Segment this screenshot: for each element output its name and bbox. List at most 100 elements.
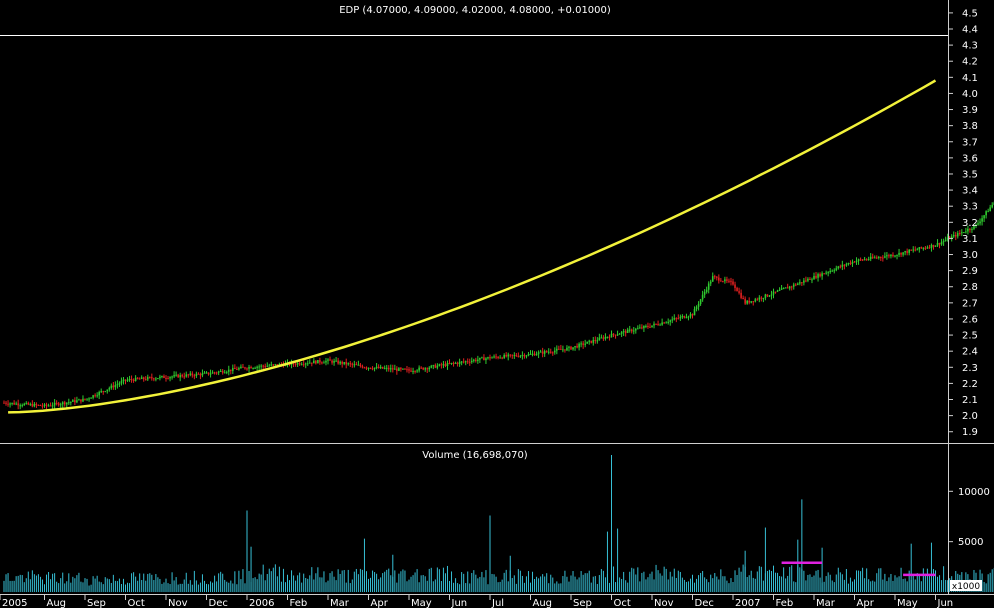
candle-body	[236, 368, 238, 370]
candle-body	[584, 343, 586, 345]
candle-body	[926, 247, 929, 249]
candle-body	[890, 254, 892, 257]
candle-body	[404, 368, 406, 370]
x-tick-label: 2005	[2, 598, 27, 608]
candle-body	[726, 279, 728, 281]
candle-body	[950, 236, 953, 240]
candle-body	[458, 361, 461, 364]
candle-body	[209, 373, 212, 375]
candle-body	[756, 299, 759, 301]
candle-body	[385, 367, 388, 369]
candle-body	[35, 403, 38, 405]
candle-body	[238, 368, 240, 370]
candle-body	[643, 326, 645, 329]
candle-body	[754, 299, 757, 302]
candle-body	[90, 397, 92, 399]
candle-body	[900, 252, 902, 255]
candle-body	[693, 309, 696, 316]
candle-body	[651, 325, 653, 328]
candle-body	[543, 351, 546, 354]
candle-body	[80, 399, 82, 402]
candle-body	[400, 368, 402, 370]
price-y-tick-label: 2.5	[962, 331, 978, 342]
candle-body	[509, 354, 512, 356]
candle-body	[645, 326, 647, 328]
candle-body	[647, 326, 649, 328]
candle-body	[223, 372, 226, 374]
candle-body	[98, 391, 100, 396]
price-candles	[3, 201, 994, 410]
candle-body	[661, 322, 663, 325]
candle-body	[333, 360, 335, 363]
candle-body	[855, 260, 858, 263]
candle-body	[33, 403, 36, 407]
price-y-tick-label: 3.8	[962, 121, 978, 132]
candle-body	[436, 365, 439, 368]
x-tick-label: May	[897, 598, 918, 608]
candle-body	[703, 291, 706, 295]
candle-body	[363, 367, 366, 369]
candle-body	[351, 363, 354, 365]
volume-averages	[781, 561, 936, 577]
candle-body	[639, 327, 641, 329]
candle-body	[319, 360, 321, 363]
candle-body	[705, 289, 708, 292]
candle-body	[418, 367, 420, 371]
candle-body	[985, 211, 987, 216]
candle-body	[711, 276, 714, 282]
candle-body	[558, 348, 560, 350]
candle-body	[55, 402, 58, 404]
candle-body	[635, 328, 637, 331]
candle-body	[306, 363, 309, 365]
candle-body	[622, 331, 625, 333]
candle-body	[31, 403, 34, 407]
candle-body	[956, 233, 959, 237]
candle-body	[41, 405, 44, 407]
candle-body	[574, 346, 576, 348]
candle-body	[752, 301, 755, 303]
candle-body	[343, 361, 345, 364]
candle-body	[369, 367, 372, 369]
candle-body	[7, 403, 9, 405]
candle-body	[175, 374, 177, 376]
candle-body	[989, 207, 991, 212]
candle-body	[691, 314, 694, 316]
candle-body	[934, 245, 937, 247]
candle-body	[207, 372, 210, 375]
candle-body	[924, 247, 927, 249]
candle-body	[159, 376, 161, 379]
candle-body	[367, 367, 370, 369]
candle-body	[78, 399, 80, 401]
x-tick-label: Jun	[937, 598, 954, 608]
candle-body	[952, 234, 955, 237]
candle-body	[835, 268, 838, 271]
candle-body	[23, 403, 26, 406]
candle-body	[709, 281, 712, 284]
candle-body	[276, 364, 279, 366]
candle-body	[782, 288, 785, 290]
candle-body	[734, 284, 736, 288]
candle-body	[780, 288, 783, 290]
scale-label-box	[950, 580, 982, 591]
candle-body	[205, 372, 208, 374]
candle-body	[685, 317, 688, 319]
candle-body	[576, 346, 578, 348]
candle-body	[195, 373, 198, 376]
candle-body	[201, 373, 204, 376]
candle-body	[531, 353, 534, 355]
candle-body	[843, 264, 846, 266]
candle-body	[365, 367, 368, 369]
candle-body	[628, 329, 631, 331]
candle-body	[499, 357, 501, 359]
x-tick-label: Jul	[491, 598, 504, 608]
candle-body	[884, 256, 886, 258]
candle-body	[991, 204, 993, 208]
candle-body	[173, 375, 175, 377]
trend-line[interactable]	[8, 79, 937, 414]
candle-body	[181, 375, 183, 377]
candle-body	[517, 356, 520, 358]
candle-body	[831, 270, 834, 272]
candle-body	[477, 359, 479, 361]
candle-body	[116, 384, 119, 386]
candle-body	[61, 402, 64, 405]
